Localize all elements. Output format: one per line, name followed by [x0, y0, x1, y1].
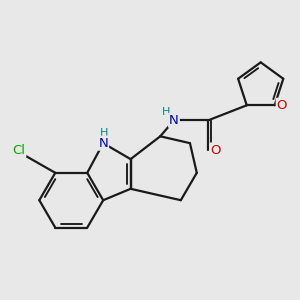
- Text: O: O: [277, 99, 287, 112]
- Text: Cl: Cl: [12, 143, 25, 157]
- Text: H: H: [162, 107, 170, 117]
- Text: O: O: [210, 143, 221, 157]
- Text: N: N: [98, 137, 108, 150]
- Text: N: N: [169, 114, 179, 127]
- Text: H: H: [100, 128, 108, 138]
